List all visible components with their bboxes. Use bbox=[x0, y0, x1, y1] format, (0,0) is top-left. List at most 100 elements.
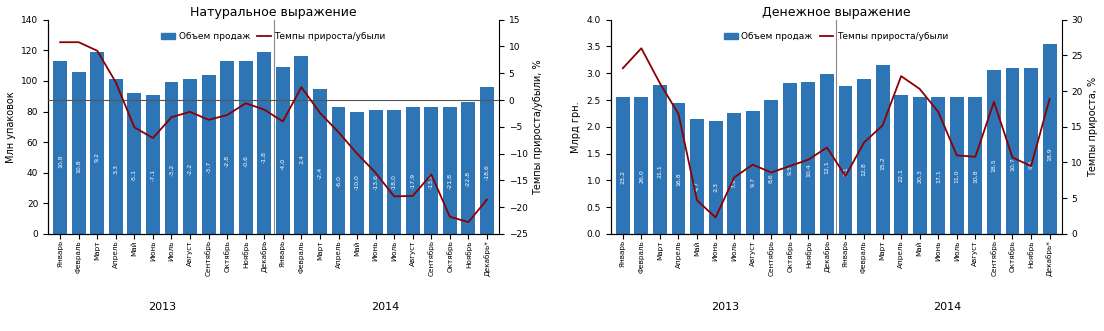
Bar bbox=[932, 97, 945, 234]
Bar bbox=[820, 74, 834, 234]
Text: 12,1: 12,1 bbox=[825, 160, 829, 173]
Y-axis label: Темпы прироста/убыли, %: Темпы прироста/убыли, % bbox=[533, 59, 543, 195]
Text: -21,8: -21,8 bbox=[447, 172, 453, 189]
Text: -1,8: -1,8 bbox=[262, 151, 267, 164]
Text: 2013: 2013 bbox=[148, 303, 177, 312]
Bar bbox=[857, 79, 871, 234]
Text: -5,1: -5,1 bbox=[131, 169, 137, 181]
Bar bbox=[443, 107, 457, 234]
Bar bbox=[238, 61, 253, 234]
Text: 9,5: 9,5 bbox=[787, 166, 793, 175]
Text: 2014: 2014 bbox=[933, 303, 962, 312]
Text: 17,1: 17,1 bbox=[936, 170, 941, 183]
Text: -3,2: -3,2 bbox=[169, 164, 174, 176]
Text: 9,7: 9,7 bbox=[751, 177, 755, 187]
Y-axis label: Темпы прироста, %: Темпы прироста, % bbox=[1089, 77, 1098, 177]
Text: -3,7: -3,7 bbox=[206, 161, 211, 173]
Text: 4,7: 4,7 bbox=[694, 180, 700, 191]
Bar bbox=[183, 79, 197, 234]
Bar bbox=[388, 110, 401, 234]
Legend: Объем продаж, Темпы прироста/убыли: Объем продаж, Темпы прироста/убыли bbox=[721, 28, 952, 45]
Bar bbox=[72, 72, 86, 234]
Bar bbox=[635, 97, 648, 234]
Text: -22,8: -22,8 bbox=[466, 170, 471, 187]
Text: -6,0: -6,0 bbox=[336, 174, 341, 187]
Text: 3,3: 3,3 bbox=[114, 164, 118, 174]
Text: 26,0: 26,0 bbox=[639, 170, 644, 183]
Bar bbox=[53, 61, 67, 234]
Text: 8,1: 8,1 bbox=[843, 167, 848, 176]
Text: 9,5: 9,5 bbox=[1029, 159, 1033, 169]
Text: -13,6: -13,6 bbox=[373, 174, 378, 190]
Text: -0,6: -0,6 bbox=[243, 155, 248, 167]
Text: 2,4: 2,4 bbox=[299, 154, 304, 165]
Text: -7,1: -7,1 bbox=[150, 169, 156, 181]
Text: 11,0: 11,0 bbox=[954, 170, 959, 183]
Text: 7,9: 7,9 bbox=[732, 178, 736, 188]
Text: -4,0: -4,0 bbox=[280, 158, 285, 170]
Y-axis label: Млрд грн.: Млрд грн. bbox=[571, 101, 581, 153]
Title: Денежное выражение: Денежное выражение bbox=[762, 6, 911, 19]
Bar bbox=[783, 83, 797, 234]
Text: 2013: 2013 bbox=[711, 303, 739, 312]
Bar bbox=[987, 70, 1001, 234]
Bar bbox=[109, 79, 123, 234]
Bar bbox=[949, 97, 964, 234]
Bar bbox=[461, 102, 476, 234]
Bar bbox=[202, 75, 215, 234]
Bar bbox=[1025, 68, 1038, 234]
Bar bbox=[406, 107, 420, 234]
Text: 22,1: 22,1 bbox=[899, 168, 904, 182]
Bar bbox=[424, 107, 438, 234]
Bar bbox=[728, 114, 741, 234]
Text: -13,9: -13,9 bbox=[428, 172, 434, 189]
Bar bbox=[276, 67, 289, 234]
Bar bbox=[1042, 44, 1057, 234]
Bar bbox=[220, 61, 234, 234]
Text: 21,1: 21,1 bbox=[657, 165, 662, 178]
Text: -2,8: -2,8 bbox=[224, 155, 230, 167]
Bar bbox=[690, 119, 704, 234]
Bar bbox=[764, 100, 778, 234]
Text: 10,7: 10,7 bbox=[1010, 157, 1015, 171]
Text: 23,2: 23,2 bbox=[620, 169, 625, 184]
Bar bbox=[146, 95, 160, 234]
Text: 16,8: 16,8 bbox=[676, 172, 681, 186]
Bar bbox=[894, 95, 909, 234]
Bar bbox=[671, 103, 686, 234]
Bar bbox=[350, 112, 364, 234]
Bar bbox=[314, 89, 327, 234]
Bar bbox=[652, 85, 667, 234]
Bar bbox=[875, 65, 890, 234]
Text: -18,6: -18,6 bbox=[485, 164, 489, 180]
Text: -18,0: -18,0 bbox=[392, 174, 396, 190]
Text: 8,6: 8,6 bbox=[768, 173, 774, 182]
Text: 10,8: 10,8 bbox=[973, 170, 978, 183]
Text: -2,4: -2,4 bbox=[318, 167, 322, 179]
Bar bbox=[295, 57, 308, 234]
Text: 12,8: 12,8 bbox=[861, 162, 867, 175]
Text: 2,3: 2,3 bbox=[713, 182, 718, 192]
Bar bbox=[127, 93, 141, 234]
Bar bbox=[257, 52, 272, 234]
Text: 2014: 2014 bbox=[371, 303, 399, 312]
Bar bbox=[480, 87, 493, 234]
Bar bbox=[745, 111, 760, 234]
Legend: Объем продаж, Темпы прироста/убыли: Объем продаж, Темпы прироста/убыли bbox=[158, 28, 390, 45]
Text: -17,9: -17,9 bbox=[411, 172, 415, 189]
Text: -2,2: -2,2 bbox=[188, 163, 192, 175]
Bar bbox=[913, 97, 926, 234]
Bar bbox=[616, 97, 629, 234]
Bar bbox=[331, 107, 346, 234]
Bar bbox=[968, 97, 983, 234]
Bar bbox=[91, 52, 104, 234]
Bar bbox=[802, 82, 816, 234]
Bar bbox=[164, 82, 179, 234]
Text: 18,5: 18,5 bbox=[991, 158, 997, 172]
Text: 10,8: 10,8 bbox=[76, 159, 82, 172]
Y-axis label: Млн упаковок: Млн упаковок bbox=[6, 91, 15, 163]
Bar bbox=[1006, 68, 1019, 234]
Bar bbox=[839, 86, 852, 234]
Bar bbox=[369, 110, 383, 234]
Text: 18,9: 18,9 bbox=[1047, 147, 1052, 161]
